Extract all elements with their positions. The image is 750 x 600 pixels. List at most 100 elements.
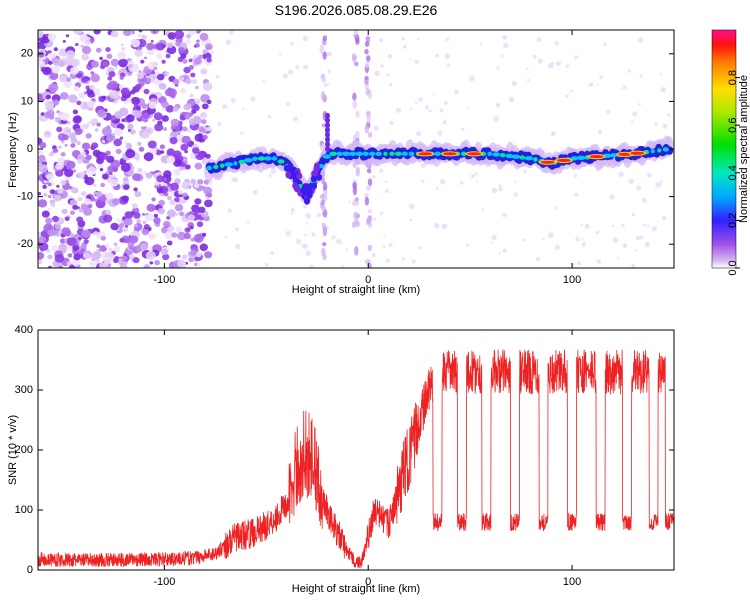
faint-speck <box>588 82 594 87</box>
snr-ylabel: SNR (10 * v/v) <box>7 415 19 485</box>
noise-blob <box>164 88 175 97</box>
noise-blob <box>138 30 143 33</box>
ridge-core <box>610 153 618 158</box>
ridge-core <box>524 156 534 161</box>
faint-speck <box>227 208 232 213</box>
noise-blob <box>92 149 101 157</box>
noise-blob <box>163 220 171 228</box>
noise-blob <box>110 222 119 231</box>
noise-blob <box>186 128 192 133</box>
noise-blob <box>73 253 81 261</box>
faint-speck <box>526 67 529 71</box>
vertical-streak <box>364 48 369 55</box>
noise-blob <box>182 192 188 198</box>
noise-blob <box>206 57 212 63</box>
hot-spot <box>540 160 555 164</box>
spike-blob <box>325 117 330 124</box>
noise-blob <box>123 176 129 182</box>
noise-blob <box>143 264 151 268</box>
noise-blob <box>45 94 51 100</box>
noise-blob <box>99 245 107 252</box>
noise-blob <box>87 166 97 176</box>
faint-speck <box>660 87 666 93</box>
snr-ticks: -100 0 100 0 100 200 300 400 <box>15 324 674 588</box>
noise-blob <box>47 194 52 199</box>
noise-blob <box>47 229 55 237</box>
noise-blob <box>165 105 175 113</box>
vertical-streak <box>321 123 326 128</box>
noise-blob <box>113 242 118 246</box>
snr-background <box>38 330 674 570</box>
noise-blob <box>178 47 185 53</box>
noise-blob <box>107 165 115 173</box>
noise-blob <box>48 152 54 157</box>
faint-speck <box>291 212 294 215</box>
noise-blob <box>180 88 187 94</box>
faint-speck <box>442 120 447 125</box>
ridge-core <box>570 156 579 161</box>
noise-blob <box>163 127 167 131</box>
noise-blob <box>123 217 133 226</box>
noise-blob <box>130 129 136 135</box>
noise-blob <box>123 184 130 190</box>
noise-blob <box>206 99 212 105</box>
faint-speck <box>439 108 444 113</box>
faint-speck <box>402 44 407 49</box>
noise-blob <box>158 199 165 206</box>
vertical-streak <box>320 91 326 101</box>
noise-blob <box>92 183 97 187</box>
faint-speck <box>498 187 503 192</box>
noise-blob <box>78 237 82 240</box>
noise-blob <box>76 100 82 106</box>
noise-blob <box>95 47 102 53</box>
ridge-core <box>271 156 278 161</box>
noise-blob <box>120 43 124 47</box>
noise-blob <box>52 215 59 222</box>
faint-speck <box>622 243 628 249</box>
noise-blob <box>177 259 186 268</box>
vertical-streak <box>366 218 372 225</box>
noise-blob <box>101 95 107 101</box>
ridge-core <box>322 154 331 159</box>
noise-blob <box>80 44 84 48</box>
spectrogram-ytick-label: -20 <box>17 238 33 250</box>
faint-speck <box>252 190 258 195</box>
vertical-streak <box>352 199 357 207</box>
noise-blob <box>80 150 86 156</box>
faint-speck <box>262 79 265 83</box>
faint-speck <box>537 58 543 64</box>
noise-blob <box>48 83 59 93</box>
faint-speck <box>421 179 425 183</box>
vertical-streak <box>364 124 369 134</box>
spike-blob <box>325 136 330 143</box>
vertical-streak <box>364 259 369 264</box>
faint-speck <box>441 223 448 230</box>
noise-blob <box>197 179 204 185</box>
noise-blob <box>188 214 195 221</box>
faint-speck <box>627 69 632 73</box>
noise-blob <box>66 77 72 82</box>
ridge-core <box>511 154 521 159</box>
faint-speck <box>523 169 527 173</box>
noise-blob <box>57 188 64 194</box>
hot-spot <box>418 152 433 156</box>
faint-speck <box>501 54 504 58</box>
vertical-streak <box>354 61 359 67</box>
noise-blob <box>38 164 48 173</box>
noise-blob <box>54 254 65 263</box>
ridge-core <box>341 151 351 156</box>
ridge-core <box>533 157 538 162</box>
noise-blob <box>119 136 124 140</box>
hot-spot <box>589 155 604 159</box>
faint-speck <box>384 180 388 184</box>
noise-blob <box>90 73 100 83</box>
faint-speck <box>617 257 620 260</box>
vertical-streak <box>352 99 357 109</box>
noise-blob <box>182 126 188 132</box>
noise-blob <box>171 232 178 238</box>
faint-speck <box>388 242 393 247</box>
faint-speck <box>502 248 507 253</box>
vertical-streak <box>323 189 328 197</box>
noise-blob <box>110 58 120 67</box>
noise-blob <box>53 194 62 202</box>
